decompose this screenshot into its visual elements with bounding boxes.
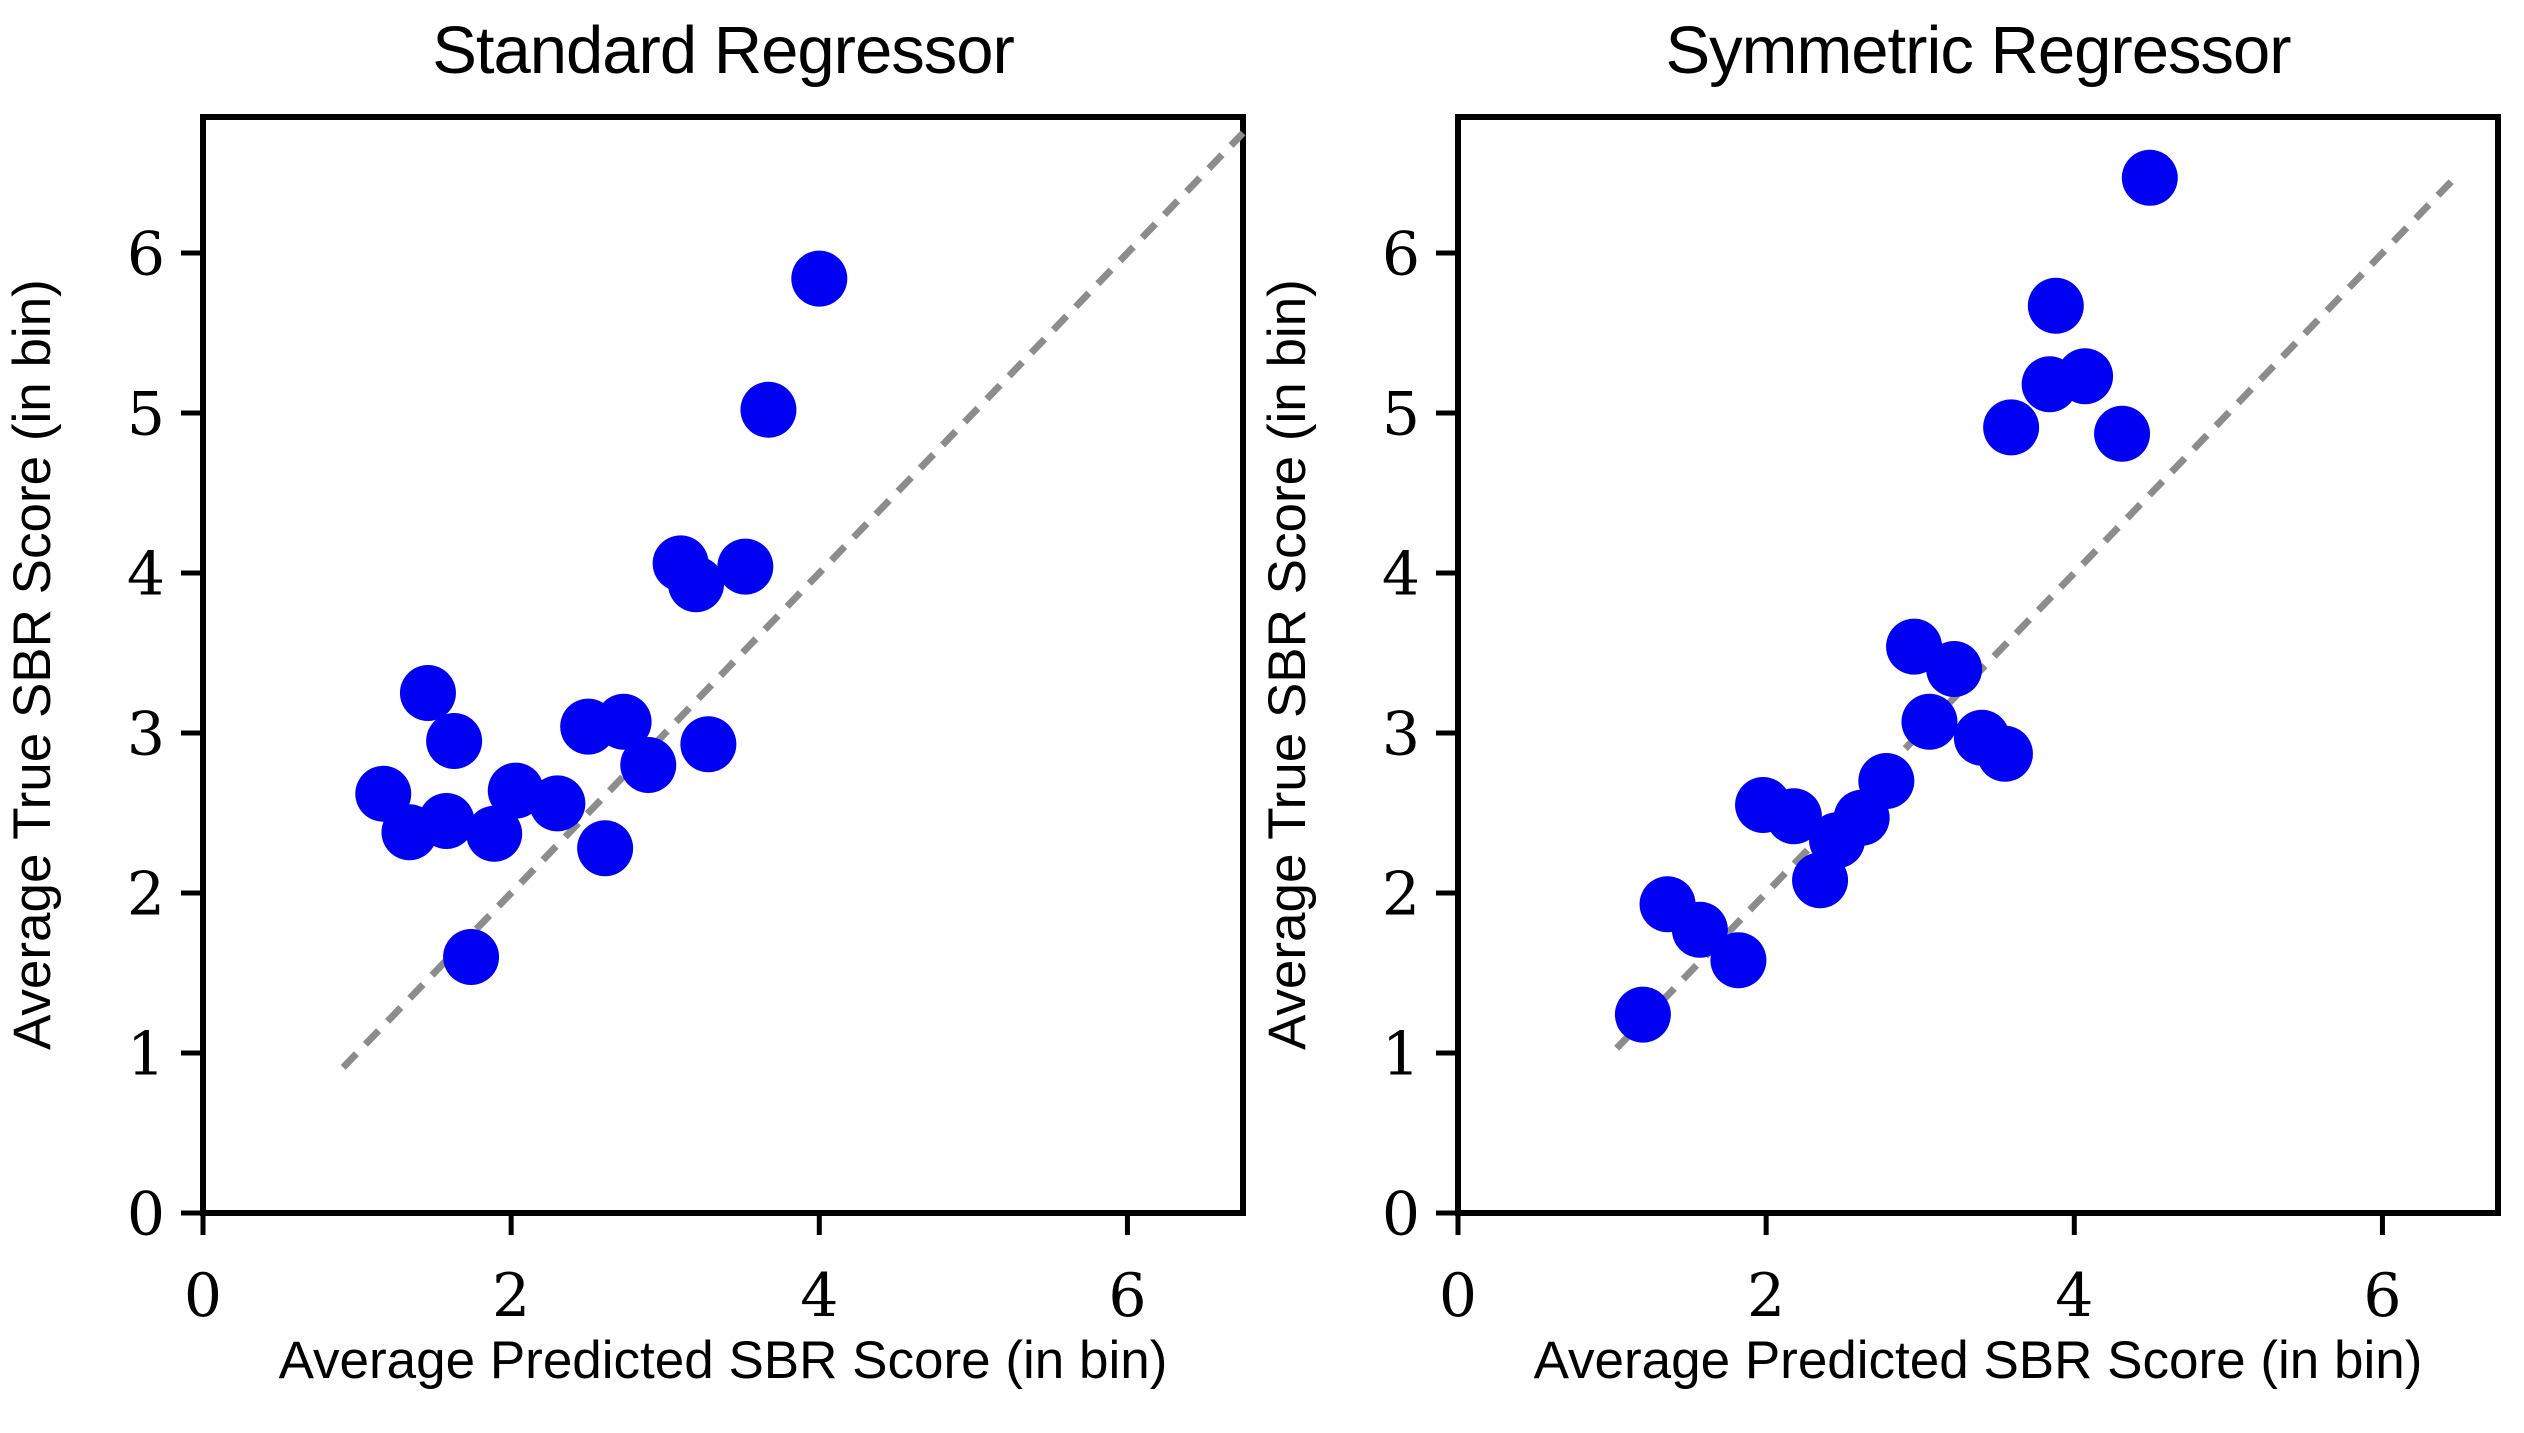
right-panel-y-tick-label: 5 [1382,380,1420,450]
left-panel-scatter-point [443,929,500,985]
left-panel-y-tick-label: 1 [127,1020,165,1090]
right-panel-y-tick-label: 6 [1382,220,1420,290]
left-panel-scatter-point [529,775,586,832]
right-panel-scatter-point [1735,777,1792,833]
left-panel-y-axis-label: Average True SBR Score (in bin) [3,279,62,1051]
left-panel-scatter-point [595,693,652,750]
left-panel-y-tick-label: 3 [127,700,165,770]
right-panel-y-tick-label: 2 [1382,860,1420,930]
left-panel-x-tick-label: 2 [492,1261,530,1331]
left-panel-scatter-point [466,805,523,862]
left-panel-scatter-point [620,737,677,793]
left-panel-identity-line [340,130,1246,1070]
right-panel-y-tick-label: 3 [1382,700,1420,770]
right-panel-x-tick-label: 4 [2055,1261,2093,1331]
left-panel-scatter-point [399,665,456,721]
left-panel-scatter-point [740,381,797,438]
right-panel-scatter-point [1983,399,2040,456]
left-panel-title: Standard Regressor [432,13,1015,88]
right-panel-scatter-point [1976,725,2033,782]
left-panel-scatter-point [426,713,483,769]
left-panel-axes-box [200,114,1246,1216]
left-panel-x-tick-label: 4 [800,1261,838,1331]
right-panel-y-axis-label: Average True SBR Score (in bin) [1258,279,1317,1051]
right-panel-scatter-point [1792,852,1849,909]
right-panel-scatter-point [2021,356,2078,413]
left-panel-x-tick-label: 6 [1108,1261,1146,1331]
left-panel-y-tick-label: 0 [127,1180,165,1250]
right-panel-scatter-point [2121,149,2178,206]
right-panel-scatter-point [1926,641,1983,697]
left-panel-y-tick-label: 5 [127,380,165,450]
right-panel-scatter-point [1710,932,1767,989]
right-panel-x-axis-label: Average Predicted SBR Score (in bin) [1533,1331,2423,1390]
right-panel-y-tick-label: 1 [1382,1020,1420,1090]
left-panel-scatter-point [791,250,848,307]
left-panel-x-tick-label: 0 [184,1261,222,1331]
left-panel-scatter-point [668,556,725,613]
left-panel-y-tick-label: 6 [127,220,165,290]
right-panel-identity-line [1614,178,2455,1051]
right-panel-scatter-point [1614,986,1671,1043]
right-panel-scatter-point [1671,901,1728,958]
right-panel-y-tick-label: 4 [1382,540,1420,610]
left-panel-y-tick-label: 4 [127,540,165,610]
right-panel-y-tick-label: 0 [1382,1180,1420,1250]
right-panel-x-tick-label: 6 [2363,1261,2401,1331]
right-panel-scatter-point [1901,693,1958,750]
right-panel-x-tick-label: 2 [1747,1261,1785,1331]
right-panel-scatter-point [2094,405,2151,462]
right-panel-title: Symmetric Regressor [1665,13,2291,88]
left-panel-x-axis-label: Average Predicted SBR Score (in bin) [278,1331,1168,1390]
left-panel-scatter-point [680,716,737,773]
right-panel-axes-box [1455,114,2501,1216]
left-panel-scatter-point [418,793,475,849]
right-panel-x-tick-label: 0 [1439,1261,1477,1331]
left-panel-y-tick-label: 2 [127,860,165,930]
left-panel-scatter-point [577,820,634,877]
left-panel-scatter-point [717,538,774,595]
right-panel-scatter-point [2027,277,2084,334]
